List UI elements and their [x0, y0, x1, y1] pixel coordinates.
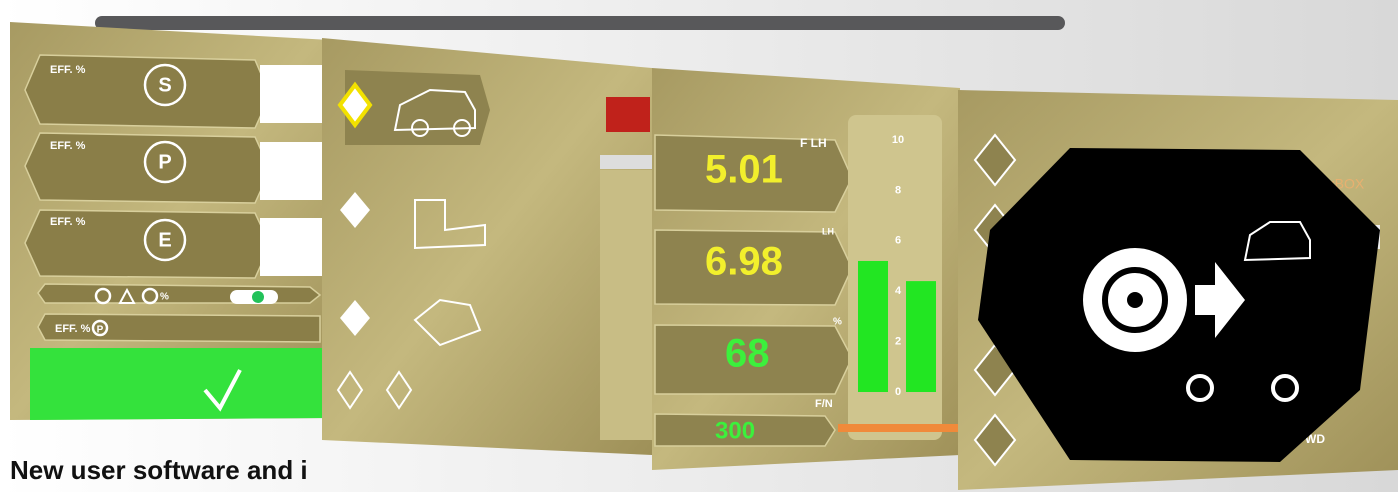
top-bar	[95, 16, 1065, 30]
caption: New user software and i	[10, 455, 308, 485]
gauge-tick-label: 10	[892, 134, 904, 146]
panel-vehicle-select	[322, 38, 652, 455]
reading-label: %	[833, 317, 842, 328]
value-box	[260, 142, 330, 200]
screenshot: EFF. % EFF. % EFF. % S P E % EFF. % P	[0, 0, 1398, 492]
row-label: EFF. %	[50, 140, 86, 152]
gauge-bar	[858, 261, 888, 392]
reading-label: F LH	[800, 136, 827, 150]
logo	[606, 97, 650, 132]
gauge-tick-label: 8	[895, 184, 901, 196]
reading-value: 5.01	[705, 148, 783, 192]
reading-value: 300	[715, 417, 755, 444]
mode-letter: P	[97, 325, 104, 336]
gauge-bar	[906, 281, 936, 392]
panel-readings: 5.01 6.98 68 300 F LH LH % F/N 10 8 6 4 2 0	[652, 68, 960, 470]
value-box	[260, 65, 330, 123]
panel-wheel: T-FlexBOX 0264 WD	[958, 90, 1398, 490]
delta-label: %	[160, 292, 169, 303]
gauge-tick-label: 4	[895, 285, 902, 297]
mode-letter: P	[158, 151, 171, 173]
reading-value: 68	[725, 332, 770, 376]
gauge-tick-label: 6	[895, 235, 901, 247]
list-area	[600, 170, 652, 440]
row-label: EFF. %	[50, 64, 86, 76]
value-box	[260, 218, 330, 276]
status-field	[600, 155, 652, 169]
mode-letter: E	[158, 229, 171, 251]
ok-block	[30, 348, 330, 420]
row-label: EFF. %	[55, 323, 91, 335]
force-bar	[838, 424, 958, 432]
mode-letter: S	[158, 74, 171, 96]
reading-value: 6.98	[705, 240, 783, 284]
gauge-tick-label: 2	[895, 336, 901, 348]
gauge-tick-label: 0	[895, 386, 901, 398]
reading-label: F/N	[815, 398, 833, 410]
check-dot	[252, 291, 264, 303]
reading-label: LH	[822, 226, 834, 236]
panel-efficiency: EFF. % EFF. % EFF. % S P E % EFF. % P	[10, 22, 330, 420]
row-label: EFF. %	[50, 216, 86, 228]
